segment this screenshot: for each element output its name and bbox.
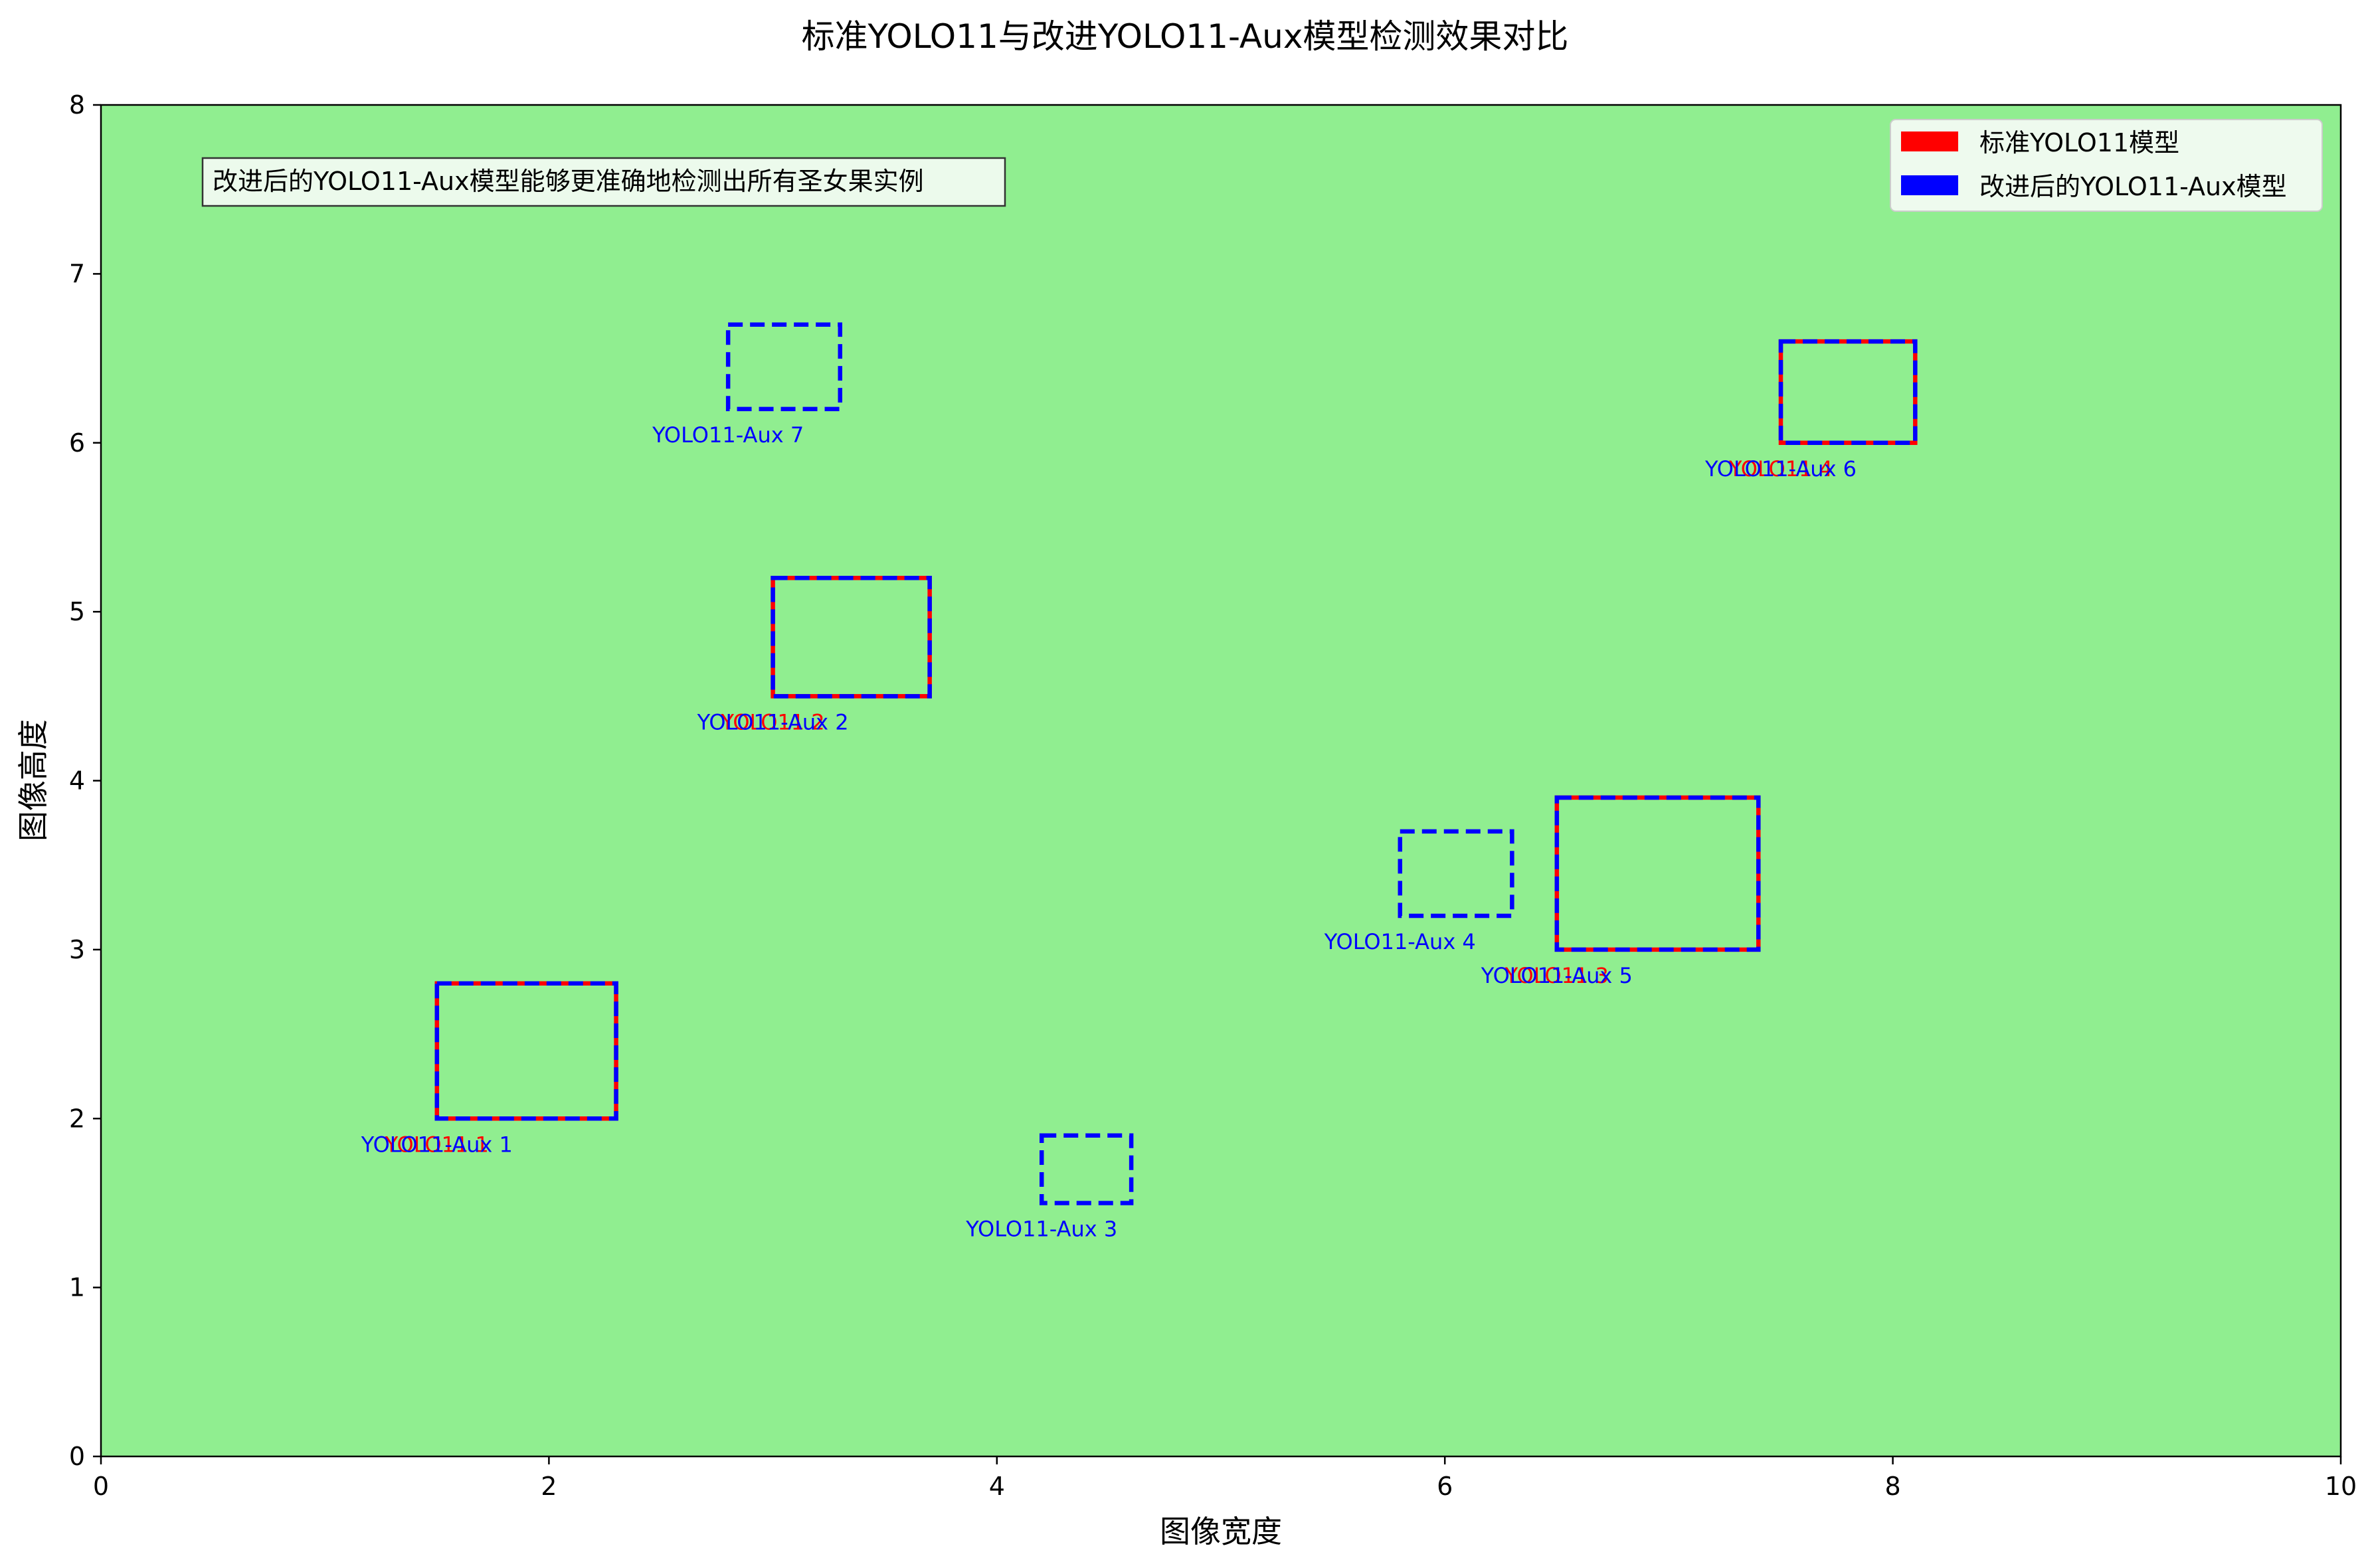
aux-box-label-2: YOLO11-Aux 2 xyxy=(697,709,849,735)
standard-box-label-4: YOLO11 4 xyxy=(1728,456,1833,481)
detection-boxes xyxy=(434,322,1918,1205)
aux-box-4 xyxy=(1398,829,1514,918)
y-tick-label: 8 xyxy=(69,90,85,120)
aux-box-label-1: YOLO11-Aux 1 xyxy=(361,1132,513,1157)
aux-box-label-7: YOLO11-Aux 7 xyxy=(652,422,804,448)
aux-box-label-6: YOLO11-Aux 6 xyxy=(1704,456,1857,481)
y-tick-label: 6 xyxy=(69,428,85,458)
aux-box-6 xyxy=(1778,339,1918,445)
y-tick-label: 2 xyxy=(69,1104,85,1133)
legend-label-aux: 改进后的YOLO11-Aux模型 xyxy=(1979,172,2287,201)
aux-box-7 xyxy=(725,322,843,412)
aux-box-5 xyxy=(1554,795,1761,952)
x-tick-label: 0 xyxy=(93,1472,109,1501)
x-axis-ticks: 0 2 4 6 8 10 xyxy=(93,1456,2357,1501)
standard-box-label-3: YOLO11 3 xyxy=(1504,963,1609,988)
y-axis-ticks: 0 1 2 3 4 5 6 7 8 xyxy=(69,90,101,1471)
y-tick-label: 3 xyxy=(69,935,85,964)
y-tick-label: 0 xyxy=(69,1442,85,1471)
x-axis-label: 图像宽度 xyxy=(1160,1514,1282,1549)
y-tick-label: 4 xyxy=(69,766,85,796)
aux-box-label-3: YOLO11-Aux 3 xyxy=(965,1216,1117,1241)
y-tick-label: 5 xyxy=(69,597,85,626)
y-tick-label: 1 xyxy=(69,1273,85,1302)
y-tick-label: 7 xyxy=(69,259,85,288)
y-axis-label: 图像高度 xyxy=(15,719,51,841)
chart-title: 标准YOLO11与改进YOLO11-Aux模型检测效果对比 xyxy=(802,17,1569,56)
aux-box-2 xyxy=(771,576,932,699)
legend-label-standard: 标准YOLO11模型 xyxy=(1979,128,2179,157)
x-tick-label: 10 xyxy=(2325,1472,2357,1501)
plot-area xyxy=(101,105,2341,1456)
legend: 标准YOLO11模型 改进后的YOLO11-Aux模型 xyxy=(1890,119,2323,212)
aux-box-label-4: YOLO11-Aux 4 xyxy=(1324,929,1476,954)
x-tick-label: 4 xyxy=(989,1472,1005,1501)
x-tick-label: 2 xyxy=(541,1472,557,1501)
aux-box-1 xyxy=(434,981,618,1121)
annotation-box: 改进后的YOLO11-Aux模型能够更准确地检测出所有圣女果实例 xyxy=(201,157,1006,207)
aux-box-3 xyxy=(1039,1133,1134,1205)
annotation-text: 改进后的YOLO11-Aux模型能够更准确地检测出所有圣女果实例 xyxy=(213,167,924,196)
x-tick-label: 6 xyxy=(1437,1472,1453,1501)
standard-box-label-2: YOLO11 2 xyxy=(721,709,825,735)
x-tick-label: 8 xyxy=(1885,1472,1901,1501)
aux-box-label-5: YOLO11-Aux 5 xyxy=(1481,963,1633,988)
standard-box-label-1: YOLO11 1 xyxy=(385,1132,489,1157)
legend-swatch-aux xyxy=(1901,175,1958,195)
legend-swatch-standard xyxy=(1901,131,1958,151)
